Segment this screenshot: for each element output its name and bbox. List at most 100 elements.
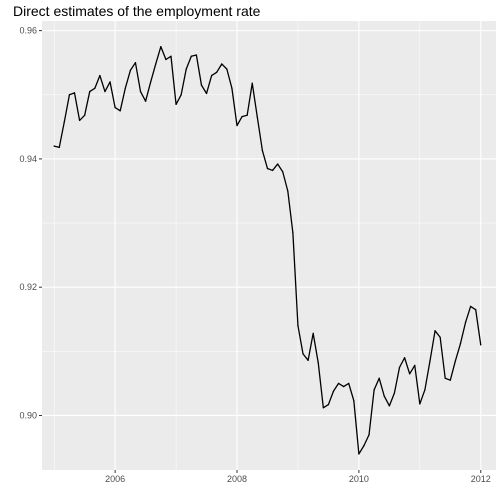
data-point xyxy=(160,46,162,48)
data-point xyxy=(388,405,391,407)
data-point xyxy=(144,100,147,102)
data-point xyxy=(459,342,462,345)
data-point xyxy=(165,58,167,61)
data-point xyxy=(256,116,258,118)
data-point xyxy=(327,403,330,406)
data-point xyxy=(348,382,350,385)
data-point xyxy=(393,392,396,394)
data-point xyxy=(429,360,431,362)
data-point xyxy=(155,63,157,65)
data-point xyxy=(124,87,126,89)
data-point xyxy=(434,330,436,332)
data-point xyxy=(185,68,187,70)
data-point xyxy=(190,55,192,57)
data-point xyxy=(241,115,243,118)
data-point xyxy=(236,124,238,127)
data-point xyxy=(89,90,91,93)
data-point xyxy=(469,305,472,308)
data-point xyxy=(99,74,101,77)
data-point xyxy=(73,92,76,94)
data-point xyxy=(180,94,182,96)
data-point xyxy=(170,55,172,57)
data-point xyxy=(419,403,421,405)
data-layer xyxy=(53,46,482,455)
data-point xyxy=(266,167,269,170)
data-point xyxy=(449,379,451,381)
data-point xyxy=(200,84,203,86)
data-point xyxy=(119,110,121,112)
x-tick-label: 2012 xyxy=(471,474,491,484)
data-point xyxy=(231,87,233,89)
data-point xyxy=(175,103,177,106)
data-point xyxy=(373,389,375,391)
data-point xyxy=(464,321,467,324)
data-point xyxy=(195,54,198,56)
data-point xyxy=(84,114,86,116)
data-point xyxy=(368,434,370,436)
y-tick-label: 0.96 xyxy=(19,26,37,36)
data-point xyxy=(363,444,365,447)
data-point xyxy=(444,377,446,379)
data-point xyxy=(322,407,324,409)
y-tick-label: 0.90 xyxy=(19,410,37,420)
data-point xyxy=(398,366,401,369)
data-point xyxy=(63,121,65,123)
data-point xyxy=(53,145,55,147)
x-tick-label: 2010 xyxy=(349,474,369,484)
data-point xyxy=(226,68,228,70)
data-point xyxy=(282,171,284,173)
y-tick-label: 0.92 xyxy=(19,282,37,292)
x-tick-label: 2006 xyxy=(105,474,125,484)
data-point xyxy=(475,308,477,311)
data-point xyxy=(129,69,132,72)
data-point xyxy=(414,364,416,367)
data-point xyxy=(246,114,248,116)
chart-title: Direct estimates of the employment rate xyxy=(13,3,261,19)
data-point xyxy=(480,344,482,346)
data-point xyxy=(276,163,279,165)
y-axis: 0.90 0.92 0.94 0.96 xyxy=(19,26,42,420)
data-point xyxy=(150,81,152,83)
data-point xyxy=(104,90,106,93)
data-point xyxy=(205,92,208,95)
data-point xyxy=(68,94,71,96)
data-point xyxy=(312,332,314,335)
data-point xyxy=(378,377,380,379)
data-point xyxy=(139,90,142,93)
data-point xyxy=(109,81,111,83)
data-point xyxy=(358,453,360,455)
data-point xyxy=(287,190,289,192)
data-point xyxy=(403,357,406,359)
data-point xyxy=(271,169,274,172)
data-point xyxy=(454,360,457,362)
x-axis: 2006 2008 2010 2012 xyxy=(105,470,491,484)
minor-gridlines xyxy=(42,21,496,470)
data-point xyxy=(261,149,264,152)
data-point xyxy=(383,395,385,397)
data-point xyxy=(134,62,137,64)
data-point xyxy=(114,106,116,109)
data-point xyxy=(337,382,340,385)
plot-panel xyxy=(42,21,496,470)
data-point xyxy=(353,400,355,402)
data-point xyxy=(307,359,309,361)
data-point xyxy=(78,119,81,122)
x-tick-label: 2008 xyxy=(227,474,247,484)
data-point xyxy=(439,336,441,338)
data-point xyxy=(424,389,426,391)
data-point xyxy=(332,390,335,392)
data-point xyxy=(292,232,294,234)
data-point xyxy=(317,362,319,364)
data-point xyxy=(343,385,345,388)
y-tick-label: 0.94 xyxy=(19,154,37,164)
data-point xyxy=(58,146,60,149)
data-point xyxy=(251,82,253,84)
data-point xyxy=(94,87,96,89)
major-gridlines xyxy=(42,21,496,470)
data-point xyxy=(297,325,299,327)
data-point xyxy=(210,74,213,77)
data-point xyxy=(221,63,223,65)
data-point xyxy=(302,353,304,355)
data-point xyxy=(409,373,411,375)
